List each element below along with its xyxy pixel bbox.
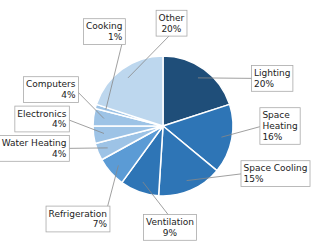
label: Lighting20% — [252, 66, 293, 92]
label-text: Other20% — [159, 13, 185, 34]
label-line: 4% — [52, 119, 67, 129]
leader-line — [66, 147, 107, 148]
label-line: Computers — [26, 79, 76, 89]
label: Ventilation9% — [144, 215, 197, 241]
leader-line — [128, 34, 171, 78]
label-line: Heating — [262, 121, 297, 131]
label-line: 15% — [244, 174, 264, 184]
label-line: 7% — [93, 219, 108, 229]
label-line: Refrigeration — [49, 209, 107, 219]
chart: Lighting20%SpaceHeating16%Space Cooling1… — [0, 0, 326, 252]
leader-line — [143, 182, 170, 217]
label: Water Heating4% — [0, 136, 69, 162]
label-text: SpaceHeating16% — [262, 110, 297, 142]
label: Space Cooling15% — [241, 161, 310, 187]
label-box — [144, 215, 197, 241]
label-line: 4% — [52, 149, 67, 159]
label-box — [0, 136, 69, 162]
label-line: Space Cooling — [244, 163, 308, 173]
label-line: 4% — [61, 90, 76, 100]
leader-line — [187, 174, 244, 181]
label-line: Cooking — [86, 21, 122, 31]
label-text: Electronics4% — [17, 109, 67, 130]
label-text: Refrigeration7% — [49, 209, 108, 230]
label-line: 9% — [163, 228, 178, 238]
label-box — [15, 106, 70, 132]
label-line: 20% — [161, 24, 181, 34]
label-line: 1% — [108, 32, 123, 42]
label-box — [241, 161, 310, 187]
leader-line — [66, 119, 104, 133]
slice — [159, 126, 217, 196]
label-box — [156, 10, 187, 36]
label-box — [260, 108, 300, 145]
label-line: Space — [262, 110, 290, 120]
label-box — [46, 206, 110, 232]
label-text: Space Cooling15% — [244, 163, 308, 184]
label: Electronics4% — [15, 106, 70, 132]
label-line: Electronics — [17, 109, 66, 119]
label-line: Lighting — [254, 68, 290, 78]
slice — [93, 126, 163, 143]
label-text: Computers4% — [26, 79, 76, 100]
label-text: Ventilation9% — [146, 217, 194, 238]
label-text: Water Heating4% — [2, 138, 67, 159]
label: Refrigeration7% — [46, 206, 110, 232]
leader-line — [198, 77, 254, 79]
label-line: Water Heating — [2, 138, 67, 148]
labels: Lighting20%SpaceHeating16%Space Cooling1… — [0, 10, 310, 240]
label-line: 20% — [254, 79, 274, 89]
leader-lines — [66, 34, 262, 217]
slice — [96, 56, 163, 126]
label: Cooking1% — [83, 19, 125, 45]
label: SpaceHeating16% — [260, 108, 300, 145]
label-box — [252, 66, 293, 92]
label-text: Cooking1% — [86, 21, 123, 42]
leader-line — [221, 126, 262, 137]
label: Computers4% — [24, 77, 79, 103]
leader-line — [107, 165, 118, 208]
label-line: 16% — [262, 132, 282, 142]
leader-line — [106, 42, 123, 109]
label-box — [83, 19, 125, 45]
label: Other20% — [156, 10, 187, 36]
label-line: Ventilation — [146, 217, 194, 227]
label-box — [24, 77, 79, 103]
leader-line — [76, 90, 104, 119]
label-line: Other — [159, 13, 185, 23]
label-text: Lighting20% — [254, 68, 290, 89]
